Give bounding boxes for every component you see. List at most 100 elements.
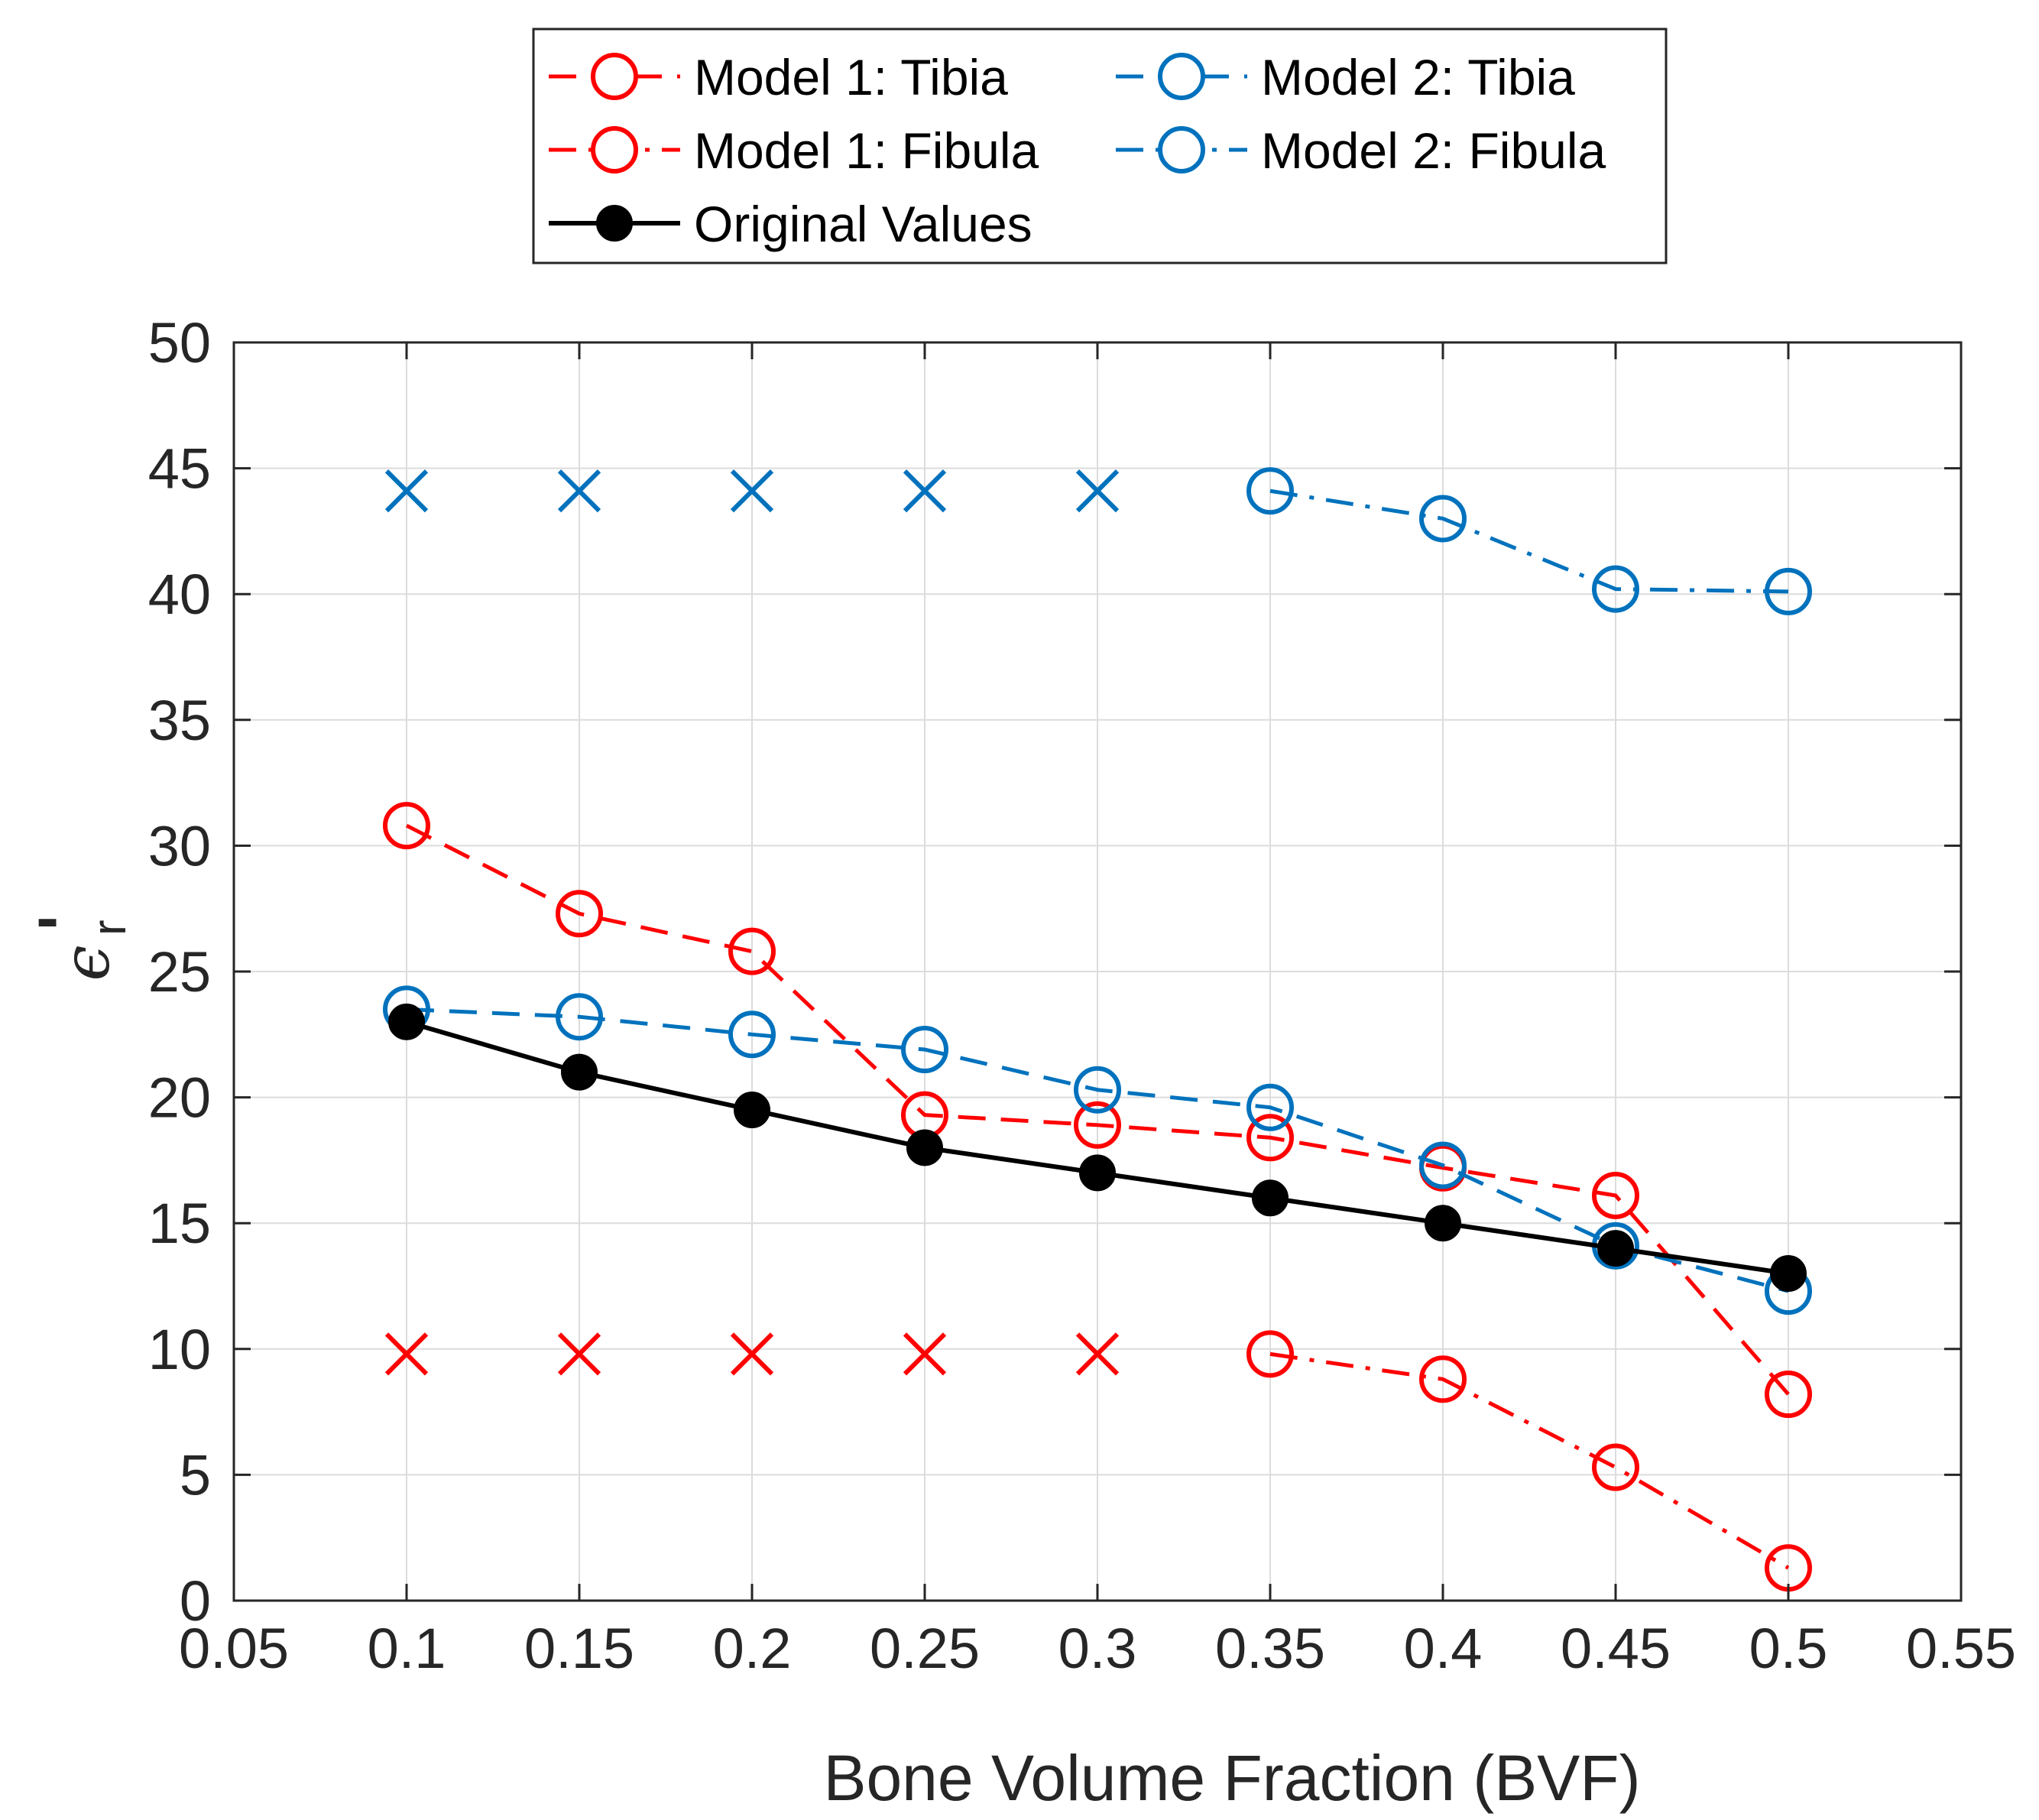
cross-marker [1075,1332,1120,1376]
legend-marker [1158,126,1205,174]
y-tick-label: 45 [148,437,211,501]
y-axis-label-prime: ' [25,913,101,933]
data-point [1770,1255,1807,1293]
data-point [1246,1330,1294,1378]
cross-marker [557,1332,601,1376]
x-tick-label: 0.1 [368,1617,446,1680]
series-line [1269,1351,1790,1570]
y-tick-label: 30 [148,814,211,878]
data-point [1419,495,1467,543]
legend-marker [1158,53,1205,100]
data-point [901,1026,948,1074]
data-point [1074,1066,1121,1114]
data-point [1597,1230,1634,1267]
legend-entry-model-1-tibia: Model 1: Tibia [549,49,1008,105]
data-point [1419,1355,1467,1403]
cross-marker [730,469,774,513]
data-point [1079,1154,1116,1192]
data-point [728,927,776,975]
cross-marker [903,1332,947,1376]
data-point [906,1129,943,1166]
legend: Model 1: Tibia Model 2: Tibia Model 1: Fib… [532,28,1668,264]
legend-label: Model 1: Tibia [694,49,1008,105]
cross-stroke [903,1332,947,1376]
ticks [232,341,1963,1602]
legend-entry-original-values: Original Values [549,196,1032,252]
data-point [1246,467,1294,515]
series-model-2-fibula [384,467,1812,615]
series-layer [383,467,1812,1592]
y-tick-label: 50 [148,311,211,375]
data-point [556,890,603,938]
y-tick-label: 40 [148,563,211,626]
data-point [1246,1083,1294,1131]
cross-stroke [1075,1332,1120,1376]
cross-marker [384,1332,429,1376]
x-tick-label: 0.55 [1906,1617,2016,1680]
data-point [734,1092,770,1129]
data-point [1252,1179,1289,1217]
cross-stroke [730,469,774,513]
tick-labels: 0.05 0.1 0.15 0.2 0.25 0.3 0.35 0.4 0.45 0.5 0.55 0… [148,311,2016,1680]
y-axis-label-symbol: ϵ [49,945,124,981]
series-original-values [388,1003,1807,1293]
legend-marker [596,205,633,242]
cross-marker [384,469,429,513]
series-line [405,823,1790,1396]
data-point [556,993,603,1041]
data-point [1419,1141,1467,1189]
data-point [1765,567,1812,615]
x-tick-label: 0.4 [1404,1617,1483,1680]
data-point [388,1003,425,1040]
x-tick-label: 0.3 [1058,1617,1137,1680]
data-point [1765,1371,1812,1419]
cross-stroke [1075,469,1120,513]
x-tick-label: 0.5 [1749,1617,1828,1680]
cross-stroke [384,469,429,513]
cross-marker [1075,469,1120,513]
data-point [1246,1114,1294,1162]
y-tick-label: 10 [148,1318,211,1381]
legend-label: Model 1: Fibula [694,122,1039,179]
data-point [383,802,430,850]
legend-label: Original Values [694,196,1032,252]
x-tick-label: 0.35 [1215,1617,1325,1680]
legend-marker [591,126,638,174]
data-point [1425,1205,1461,1242]
grid-lines [233,342,1962,1601]
data-point [561,1053,598,1091]
y-tick-label: 25 [148,940,211,1004]
y-tick-label: 20 [148,1066,211,1130]
legend-marker [591,53,638,100]
legend-box [532,28,1668,264]
series-line [406,1007,1789,1293]
cross-marker [903,469,947,513]
y-tick-label: 0 [180,1569,211,1633]
series-model-1-tibia [383,802,1812,1419]
x-tick-label: 0.45 [1561,1617,1671,1680]
y-tick-label: 5 [180,1443,211,1507]
cross-marker [730,1332,774,1376]
x-tick-label: 0.05 [179,1617,289,1680]
plot-axes: 0.05 0.1 0.15 0.2 0.25 0.3 0.35 0.4 0.45 0.5 0.55 0… [148,311,2016,1680]
data-point [1592,1443,1639,1491]
data-point [1592,565,1639,613]
legend-entry-model-2-fibula: Model 2: Fibula [1116,122,1606,179]
x-tick-label: 0.2 [713,1617,792,1680]
x-tick-label: 0.25 [870,1617,980,1680]
data-point [1592,1171,1639,1219]
cross-stroke [557,469,601,513]
cross-stroke [903,469,947,513]
y-axis-label-subscript: r [83,920,136,936]
legend-label: Model 2: Fibula [1261,122,1606,179]
data-point [1074,1101,1121,1149]
y-tick-label: 15 [148,1192,211,1255]
x-tick-label: 0.15 [524,1617,634,1680]
cross-stroke [730,1332,774,1376]
cross-marker [557,469,601,513]
cross-stroke [384,1332,429,1376]
cross-stroke [557,1332,601,1376]
y-axis-label: ϵ ' r [25,913,136,981]
series-model-1-fibula [384,1330,1812,1592]
